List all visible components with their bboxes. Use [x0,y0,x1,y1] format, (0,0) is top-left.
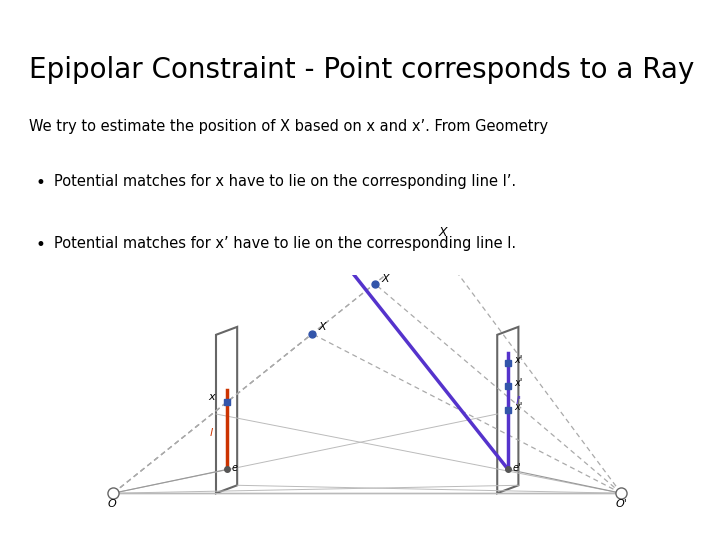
Text: University at Buffalo: University at Buffalo [61,16,191,26]
Text: Epipolar Constraint - Point corresponds to a Ray: Epipolar Constraint - Point corresponds … [29,56,694,84]
Text: •: • [36,236,46,254]
Text: x': x' [514,355,523,365]
Text: X: X [382,274,390,284]
Text: O': O' [615,499,627,509]
Text: Potential matches for x have to lie on the corresponding line l’.: Potential matches for x have to lie on t… [54,174,516,189]
Text: The State University of New York: The State University of New York [223,16,393,26]
Text: l': l' [516,396,521,406]
Text: l: l [210,428,213,438]
Text: x': x' [514,379,523,388]
Text: x: x [209,392,215,402]
Text: e': e' [513,463,521,474]
Text: O: O [107,499,116,509]
Text: Potential matches for x’ have to lie on the corresponding line l.: Potential matches for x’ have to lie on … [54,236,516,251]
Text: X: X [318,322,326,332]
Text: X: X [438,226,447,239]
Text: x': x' [514,402,523,412]
Text: We try to estimate the position of X based on x and x’. From Geometry: We try to estimate the position of X bas… [29,119,548,133]
Text: e: e [232,463,238,474]
Text: •: • [36,174,46,192]
Text: UB: UB [13,13,42,30]
